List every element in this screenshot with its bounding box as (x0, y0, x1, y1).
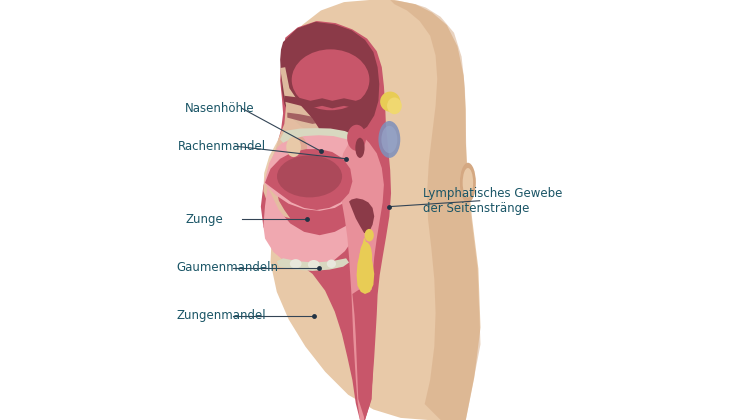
Polygon shape (264, 129, 361, 211)
Ellipse shape (327, 260, 336, 268)
Ellipse shape (387, 97, 402, 114)
Text: Zunge: Zunge (185, 213, 223, 226)
Text: Gaumenmandeln: Gaumenmandeln (176, 262, 278, 274)
Polygon shape (280, 128, 358, 143)
Polygon shape (277, 258, 349, 271)
Polygon shape (285, 96, 374, 108)
Ellipse shape (347, 125, 366, 151)
Polygon shape (271, 0, 480, 420)
Text: Rachenmandel: Rachenmandel (178, 140, 266, 152)
Ellipse shape (287, 135, 307, 161)
Ellipse shape (364, 229, 374, 241)
Polygon shape (265, 149, 353, 210)
Polygon shape (339, 135, 384, 420)
Polygon shape (264, 67, 319, 218)
Polygon shape (261, 21, 391, 420)
Ellipse shape (277, 155, 342, 197)
Polygon shape (280, 22, 380, 138)
Polygon shape (356, 237, 374, 294)
Ellipse shape (460, 163, 476, 203)
Polygon shape (391, 0, 480, 420)
Ellipse shape (290, 259, 301, 268)
Ellipse shape (381, 126, 397, 153)
Ellipse shape (308, 260, 320, 269)
Text: Lymphatisches Gewebe
der Seitenstränge: Lymphatisches Gewebe der Seitenstränge (423, 187, 562, 215)
Ellipse shape (286, 137, 301, 157)
Ellipse shape (380, 92, 400, 112)
Ellipse shape (360, 242, 372, 272)
Ellipse shape (356, 138, 364, 158)
Text: Nasenhöhle: Nasenhöhle (185, 102, 255, 115)
Ellipse shape (463, 168, 473, 197)
Polygon shape (353, 288, 377, 420)
Polygon shape (349, 198, 374, 233)
Polygon shape (264, 187, 361, 269)
Polygon shape (288, 113, 369, 124)
Ellipse shape (378, 121, 400, 158)
Ellipse shape (292, 49, 369, 110)
Text: Zungenmandel: Zungenmandel (176, 310, 266, 322)
